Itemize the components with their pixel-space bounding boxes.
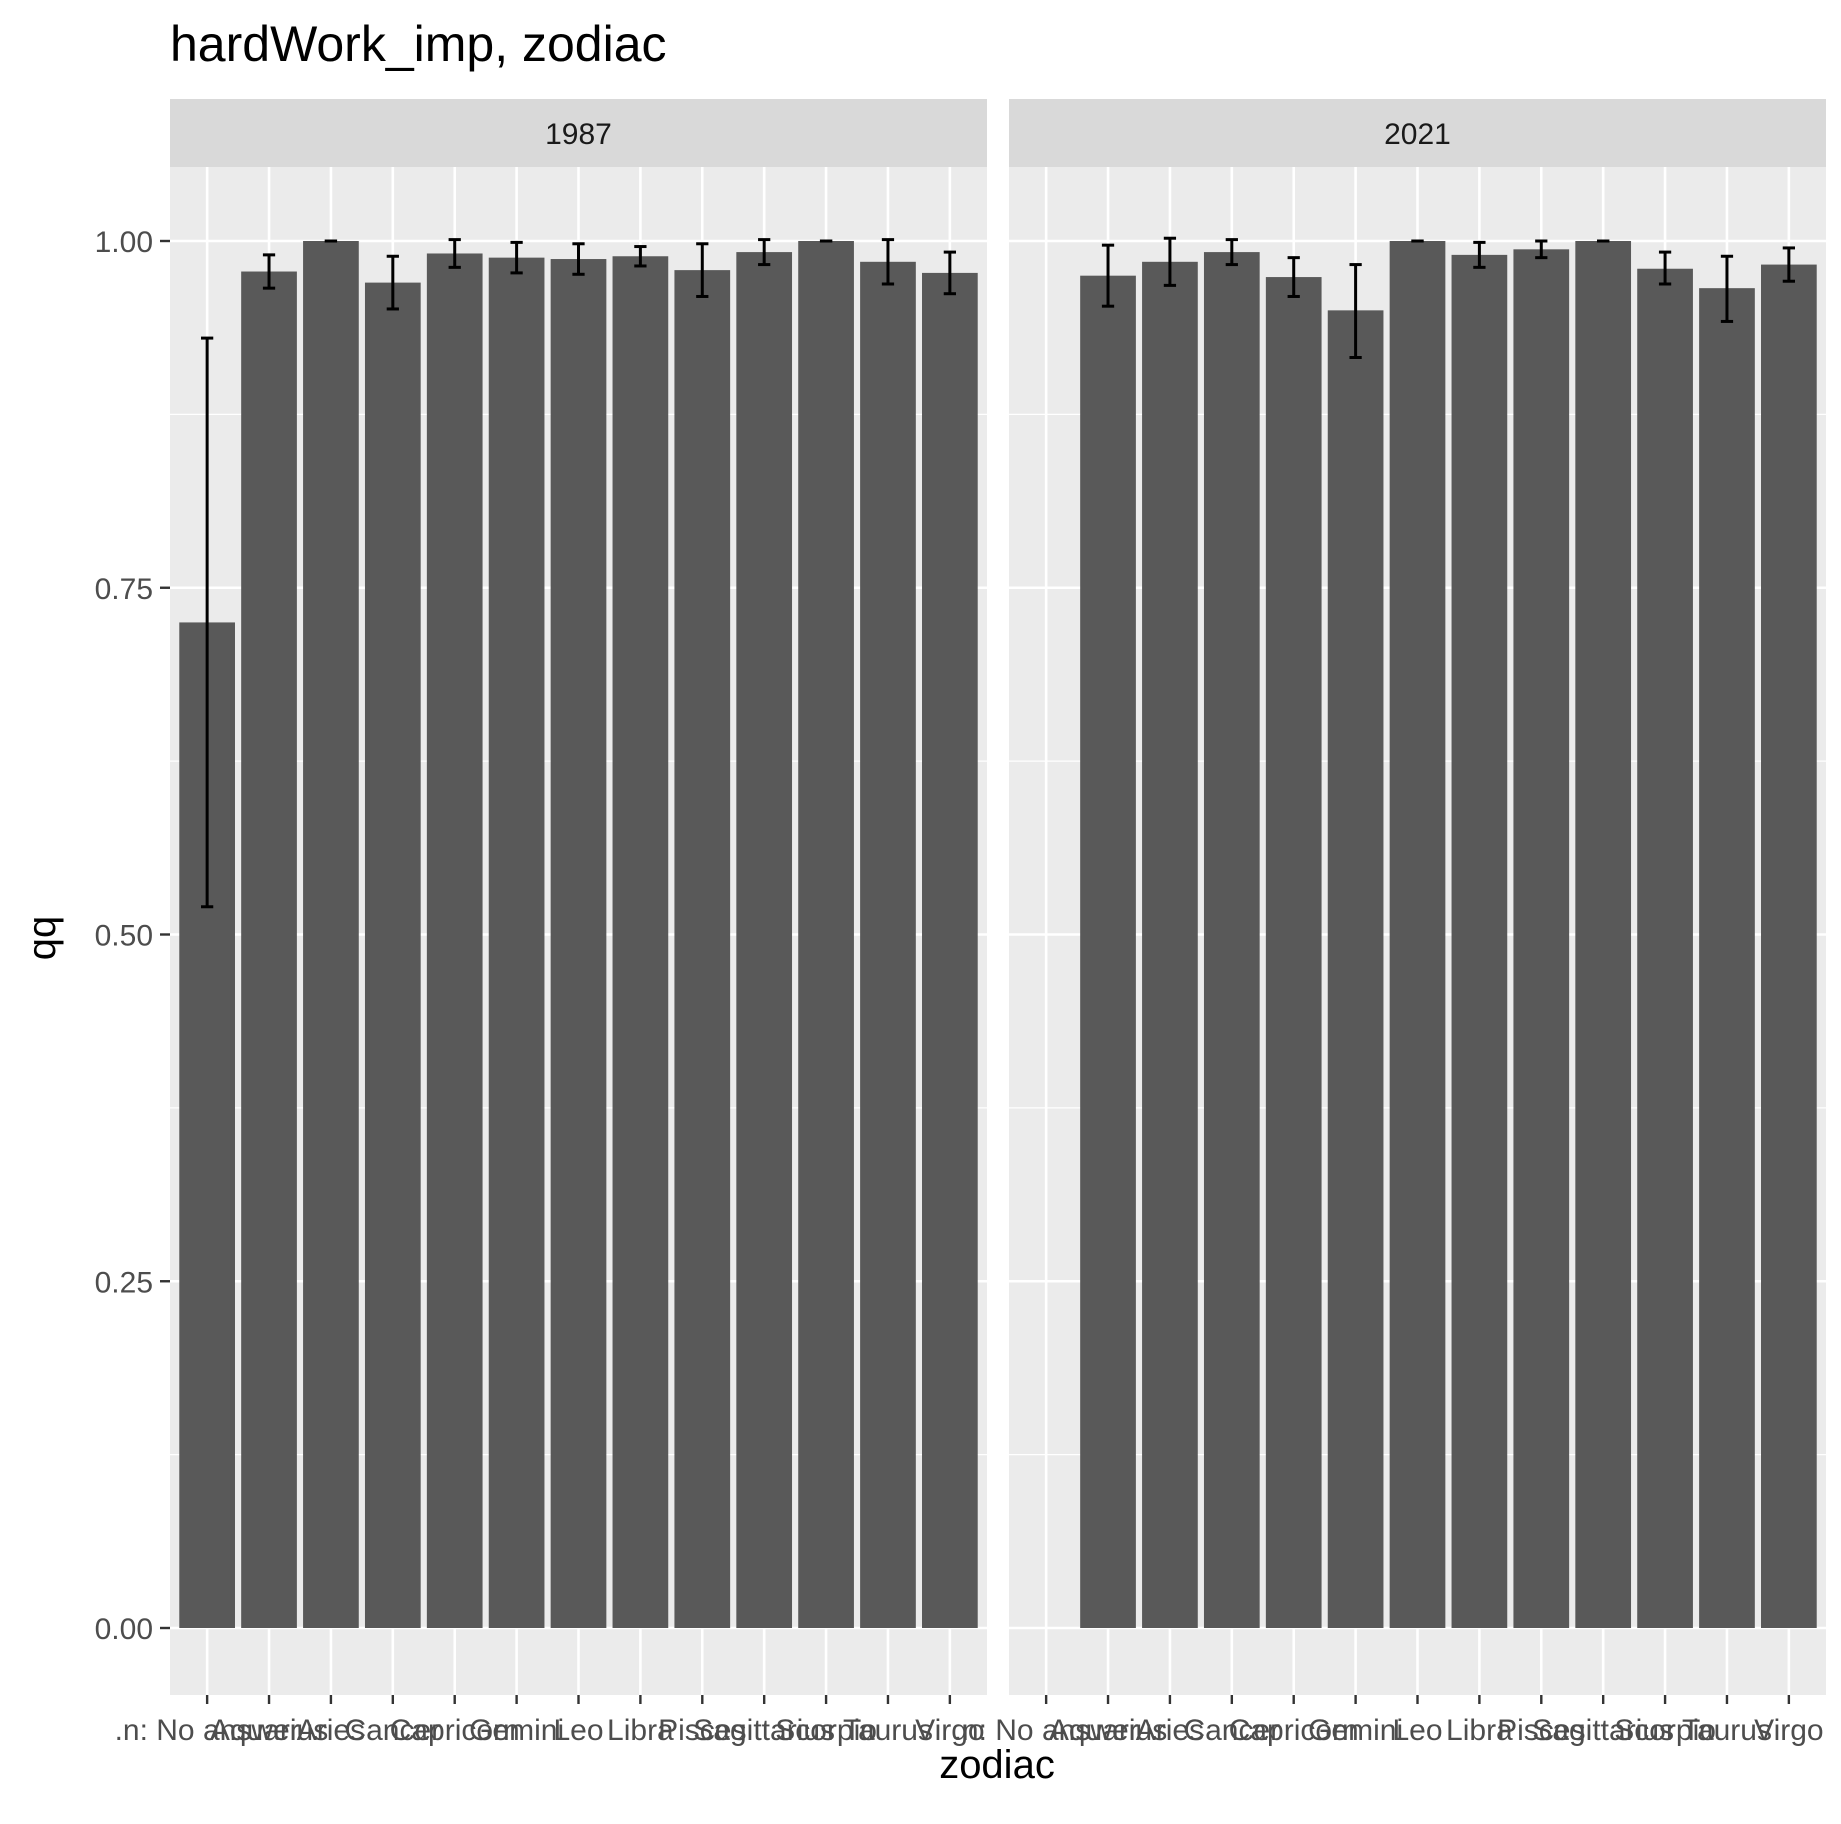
- bar: [1637, 268, 1693, 1628]
- bar: [1080, 275, 1136, 1628]
- error-bar: [262, 253, 276, 290]
- bar: [1575, 241, 1632, 1628]
- bar: [1203, 252, 1260, 1629]
- error-bar: [201, 336, 214, 909]
- error-bar: [1535, 239, 1548, 260]
- facet-panel-2021: 2021 .n: No answerAquariusAriesCancerCapr…: [954, 99, 1826, 1747]
- x-tick-label: Pisces: [1497, 1714, 1585, 1747]
- x-tick-label: Cancer: [1183, 1714, 1280, 1747]
- chart-title: hardWork_imp, zodiac: [170, 16, 667, 72]
- bar: [1389, 241, 1446, 1628]
- error-bar: [386, 254, 399, 311]
- x-tick-label: Scorpio: [775, 1714, 877, 1747]
- x-tick-label: Libra: [607, 1714, 674, 1747]
- error-bar: [1225, 238, 1238, 267]
- x-tick-label: Taurus: [1682, 1714, 1772, 1747]
- x-tick-label: Pisces: [658, 1714, 746, 1747]
- error-bar: [1163, 236, 1177, 287]
- error-bar: [881, 238, 895, 286]
- y-axis: 0.00 0.25 0.50 0.75 1.00: [95, 226, 170, 1646]
- x-tick-label: Scorpio: [1614, 1714, 1716, 1747]
- bar: [1451, 254, 1508, 1628]
- x-tick-label: Gemini: [469, 1714, 564, 1747]
- bar: [860, 261, 916, 1629]
- x-tick-label: .n: No answer: [954, 1714, 1139, 1747]
- y-tick-label: 0.50: [95, 920, 153, 953]
- error-bar: [1720, 254, 1734, 323]
- y-axis-title: qq: [20, 916, 64, 961]
- y-tick-label: 0.75: [95, 573, 153, 606]
- y-tick-label: 1.00: [95, 226, 153, 259]
- y-tick-label: 0.25: [95, 1266, 153, 1299]
- bar: [674, 270, 731, 1629]
- x-tick-label: Leo: [553, 1714, 603, 1747]
- bar: [1327, 310, 1384, 1629]
- error-bar: [758, 238, 771, 267]
- bar: [1265, 277, 1322, 1628]
- bar: [1699, 288, 1755, 1629]
- x-tick-label: Aquarius: [1049, 1714, 1167, 1747]
- x-tick-label: Aries: [1136, 1714, 1204, 1747]
- bar: [241, 271, 297, 1628]
- error-bar: [1782, 246, 1795, 283]
- x-tick-label: .n: No answer: [115, 1714, 300, 1747]
- bar: [1142, 261, 1198, 1629]
- error-bar: [943, 250, 956, 296]
- error-bar: [1101, 243, 1115, 308]
- x-tick-label: Virgo: [1754, 1714, 1824, 1747]
- bar: [488, 257, 545, 1628]
- error-bar: [572, 242, 585, 276]
- x-tick-label: Libra: [1446, 1714, 1513, 1747]
- x-tick-label: Taurus: [843, 1714, 933, 1747]
- bar: [1761, 264, 1817, 1629]
- x-tick-label: Sagittarius: [693, 1714, 835, 1747]
- y-tick-label: 0.00: [95, 1613, 153, 1646]
- x-tick-label: Virgo: [915, 1714, 985, 1747]
- x-tick-label: Aquarius: [210, 1714, 328, 1747]
- bar: [612, 256, 669, 1629]
- error-bar: [634, 245, 647, 268]
- facet-panels: 1987.n: No answerAquariusAriesCancerCapr…: [115, 99, 1826, 1747]
- bar: [303, 241, 359, 1628]
- x-axis-title: zodiac: [939, 1743, 1055, 1787]
- error-bar: [1287, 256, 1300, 298]
- bar: [550, 259, 607, 1628]
- error-bar: [1473, 240, 1486, 269]
- bar: [922, 272, 978, 1628]
- error-bar: [510, 240, 523, 275]
- facet-strip: [170, 99, 987, 167]
- bar: [426, 253, 483, 1628]
- error-bar: [696, 242, 709, 298]
- x-tick-label: Cancer: [344, 1714, 441, 1747]
- x-tick-label: Leo: [1392, 1714, 1442, 1747]
- x-tick-label: Capricorn: [1229, 1714, 1359, 1747]
- facet-panel-1987: 1987 .n: No answerAquariusAriesCancerCapr…: [115, 99, 987, 1747]
- bar: [364, 282, 421, 1628]
- facet-strip-label: 2021: [1384, 118, 1451, 151]
- x-tick-label: Sagittarius: [1532, 1714, 1674, 1747]
- x-tick-label: Aries: [297, 1714, 365, 1747]
- error-bar: [1658, 250, 1672, 286]
- x-tick-label: Capricorn: [390, 1714, 520, 1747]
- x-tick-label: Gemini: [1308, 1714, 1403, 1747]
- facet-strip: [1009, 99, 1826, 167]
- bar: [736, 252, 793, 1629]
- bar: [798, 241, 854, 1628]
- error-bar: [1349, 263, 1362, 360]
- error-bar: [448, 238, 461, 269]
- facet-strip-label: 1987: [545, 118, 612, 151]
- bar: [1513, 249, 1570, 1628]
